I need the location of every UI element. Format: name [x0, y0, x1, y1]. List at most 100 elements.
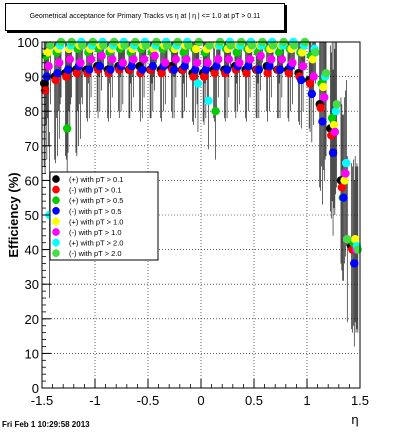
data-point — [161, 58, 170, 67]
x-tick-label: -1 — [89, 393, 101, 408]
data-point — [120, 41, 129, 50]
data-point — [268, 41, 278, 50]
data-point — [308, 55, 317, 64]
legend: (+) with pT > 0.1(-) with pT > 0.1(+) wi… — [49, 171, 159, 261]
data-point — [191, 65, 200, 74]
data-point — [327, 113, 337, 123]
data-point — [204, 96, 213, 106]
data-point — [63, 65, 73, 74]
chart-title-box: Geometrical acceptance for Primary Track… — [5, 3, 285, 31]
data-point — [53, 68, 62, 78]
data-point — [267, 55, 276, 64]
y-tick-label: 70 — [25, 139, 39, 154]
data-point — [340, 176, 349, 185]
data-point — [129, 55, 138, 64]
data-point — [350, 235, 360, 244]
data-point — [343, 235, 352, 244]
data-point — [320, 93, 329, 102]
data-point — [106, 65, 115, 74]
data-point — [275, 65, 285, 74]
data-point — [214, 55, 223, 64]
data-point — [256, 51, 265, 61]
data-point — [254, 65, 264, 74]
data-point — [290, 41, 299, 50]
data-point — [51, 75, 60, 85]
legend-marker — [52, 249, 60, 257]
y-tick-label: 30 — [25, 277, 39, 292]
data-point — [337, 183, 347, 192]
data-point — [43, 48, 52, 57]
x-axis-label: η — [351, 412, 358, 427]
legend-marker — [52, 228, 60, 236]
data-points — [39, 37, 363, 268]
data-point — [319, 82, 328, 92]
x-tick-label: 0.5 — [245, 393, 263, 408]
y-tick-label: 0 — [32, 381, 39, 396]
y-tick-label: 20 — [25, 312, 39, 327]
data-point — [224, 55, 234, 64]
data-point — [297, 48, 307, 57]
data-point — [263, 68, 272, 78]
data-point — [189, 72, 198, 81]
data-point — [353, 245, 363, 254]
data-point — [180, 62, 189, 71]
data-point — [171, 55, 181, 64]
data-point — [141, 41, 151, 50]
data-point — [99, 41, 108, 50]
x-tick-label: -0.5 — [137, 393, 159, 408]
legend-marker — [52, 175, 60, 183]
data-point — [350, 259, 359, 268]
legend-label: (-) with pT > 0.1 — [69, 186, 122, 195]
data-point — [339, 193, 348, 202]
data-point — [331, 107, 340, 116]
data-point — [65, 55, 75, 64]
legend-label: (+) with pT > 2.0 — [69, 239, 123, 248]
data-point — [44, 62, 53, 71]
data-point — [328, 148, 338, 157]
x-tick-label: -1.5 — [31, 393, 53, 408]
data-point — [192, 58, 202, 67]
data-point — [212, 62, 221, 71]
data-point — [46, 41, 55, 50]
data-point — [235, 58, 244, 67]
data-point — [148, 62, 158, 71]
legend-label: (-) with pT > 1.0 — [69, 228, 122, 237]
data-point — [321, 68, 331, 78]
data-point — [157, 68, 166, 78]
y-tick-label: 60 — [25, 173, 39, 188]
data-point — [55, 58, 64, 67]
data-point — [244, 62, 253, 71]
data-point — [62, 124, 72, 133]
data-point — [318, 117, 327, 126]
x-tick-label: 0 — [197, 393, 204, 408]
data-point — [138, 65, 147, 74]
y-tick-label: 40 — [25, 243, 39, 258]
data-point — [118, 58, 128, 67]
data-point — [226, 41, 235, 50]
y-tick-label: 80 — [25, 104, 39, 119]
data-point — [298, 62, 308, 71]
axes: -1.5 -1 -0.5 0 0.5 1 1.5 0 10 20 30 40 50 60 70 80 90 100 — [17, 35, 369, 408]
legend-label: (+) with pT > 0.5 — [69, 196, 123, 205]
data-point — [342, 158, 351, 168]
data-point — [330, 127, 340, 137]
footer-timestamp: Fri Feb 1 10:29:58 2013 — [2, 420, 90, 429]
data-point — [311, 48, 320, 57]
legend-label: (-) with pT > 0.5 — [69, 207, 122, 216]
y-tick-label: 50 — [25, 208, 39, 223]
data-point — [62, 72, 71, 81]
x-tick-label: 1.5 — [351, 393, 369, 408]
legend-marker — [52, 185, 60, 194]
data-point — [274, 48, 284, 57]
legend-box — [49, 171, 159, 261]
data-point — [203, 58, 212, 67]
legend-marker — [52, 196, 60, 204]
data-point — [284, 68, 294, 78]
data-point — [288, 58, 297, 67]
data-point — [108, 55, 117, 64]
data-point — [199, 72, 209, 81]
data-point — [307, 89, 317, 99]
data-point — [277, 55, 287, 64]
data-point — [341, 169, 350, 178]
